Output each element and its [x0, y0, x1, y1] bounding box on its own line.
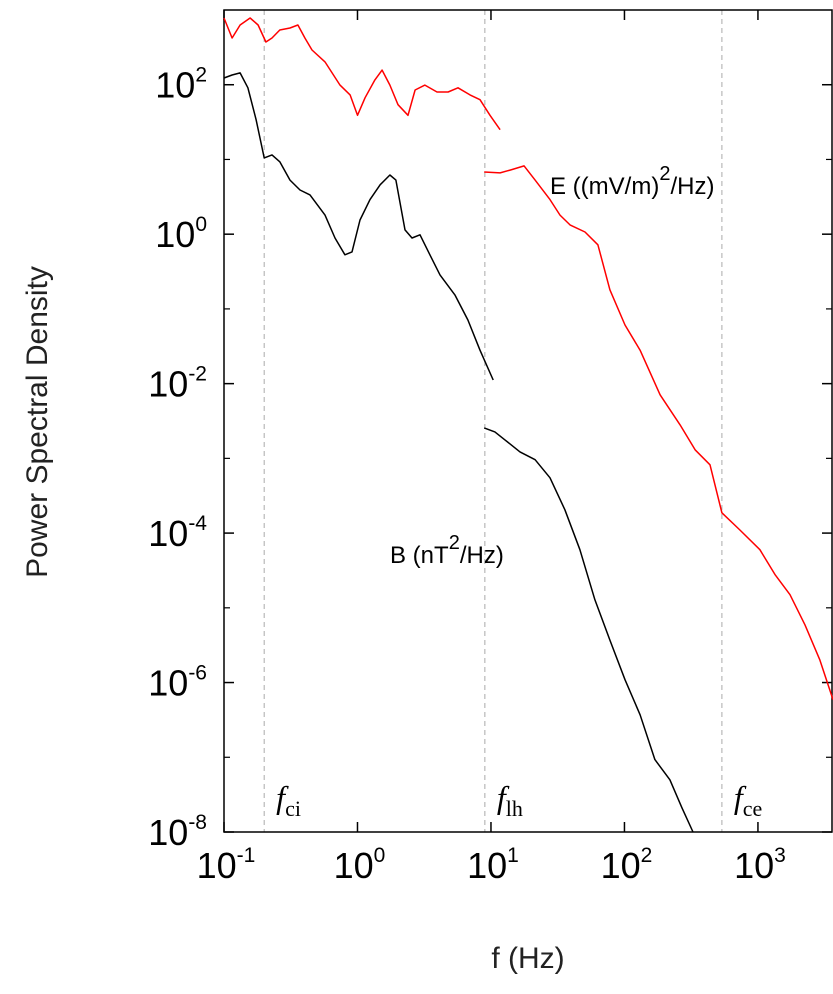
x-tick-label: 100: [334, 844, 386, 886]
annotation-part: B (nT: [390, 542, 449, 569]
reference-label: fce: [734, 779, 762, 821]
x-tick-label: 103: [734, 844, 786, 886]
y-tick-label: 10-4: [148, 512, 207, 554]
reference-label: flh: [497, 779, 523, 821]
reference-label: fci: [276, 779, 301, 821]
x-tick-label: 101: [467, 844, 519, 886]
series-annotation: E ((mV/m)2/Hz): [550, 163, 714, 200]
series-line: [223, 72, 694, 833]
y-axis-label: Power Spectral Density: [21, 266, 54, 578]
x-axis-label: f (Hz): [491, 942, 564, 975]
series-line: [223, 17, 833, 700]
reference-subscript: ci: [285, 796, 301, 821]
annotation-part: /Hz): [460, 542, 504, 569]
annotation-part: 2: [659, 163, 670, 185]
annotation-part: E ((mV/m): [550, 173, 659, 200]
y-tick-label: 10-2: [148, 363, 207, 405]
plot-frame: [223, 9, 833, 833]
reference-subscript: lh: [506, 796, 523, 821]
y-tick-label: 10-6: [148, 662, 207, 704]
annotation-part: 2: [449, 532, 460, 554]
reference-subscript: ce: [743, 796, 763, 821]
x-tick-label: 102: [601, 844, 653, 886]
y-tick-label: 100: [155, 213, 207, 255]
annotation-part: /Hz): [670, 173, 714, 200]
x-tick-label: 10-1: [197, 844, 256, 886]
y-tick-label: 10-8: [148, 811, 207, 853]
series-annotation: B (nT2/Hz): [390, 532, 504, 569]
y-tick-label: 102: [155, 64, 207, 106]
